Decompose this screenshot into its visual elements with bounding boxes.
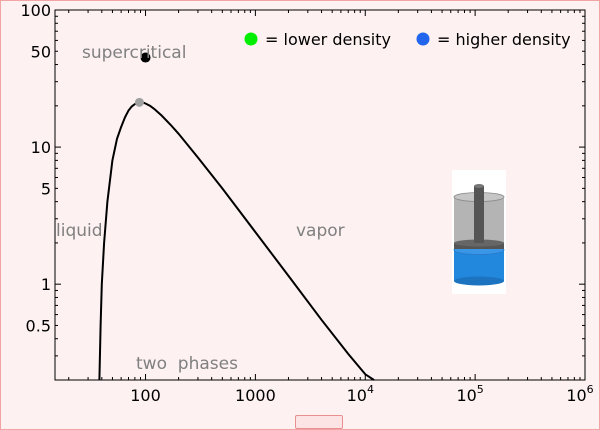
- plot-frame: [54, 9, 586, 381]
- legend: = lower density = higher density: [244, 30, 571, 49]
- y-tick-label: 50: [31, 42, 51, 61]
- y-tick-label: 1: [41, 275, 51, 294]
- y-tick-label: 0.5: [26, 316, 51, 335]
- y-tick-label: 5: [41, 179, 51, 198]
- x-tick-label: 105: [456, 383, 483, 405]
- x-tick-label: 1000: [235, 386, 276, 405]
- region-label-liquid: liquid: [56, 221, 103, 241]
- legend-marker-higher-density: [416, 32, 430, 46]
- legend-marker-lower-density: [244, 32, 258, 46]
- legend-label-higher-density: = higher density: [437, 30, 571, 49]
- axis-ticks: [55, 9, 586, 381]
- region-label-two-phases: two phases: [136, 354, 238, 374]
- control-button[interactable]: [295, 415, 343, 429]
- legend-label-lower-density: = lower density: [265, 30, 391, 49]
- liquid-bottom: [454, 276, 504, 286]
- critical-point: [134, 97, 144, 107]
- y-tick-label: 10: [31, 138, 51, 157]
- x-tick-label: 100: [130, 386, 161, 405]
- coexistence-curve: [98, 101, 375, 381]
- x-tick-label: 104: [347, 383, 374, 405]
- state-points: [134, 52, 151, 107]
- x-tick-label: 106: [566, 383, 593, 405]
- region-label-supercritical: supercritical: [82, 43, 186, 63]
- current-state-point: [140, 52, 151, 63]
- piston-rod: [474, 186, 484, 243]
- y-tick-label: 100: [20, 1, 51, 20]
- cylinder-illustration: [452, 170, 506, 294]
- piston-rod-top: [474, 184, 484, 188]
- region-label-vapor: vapor: [296, 221, 345, 241]
